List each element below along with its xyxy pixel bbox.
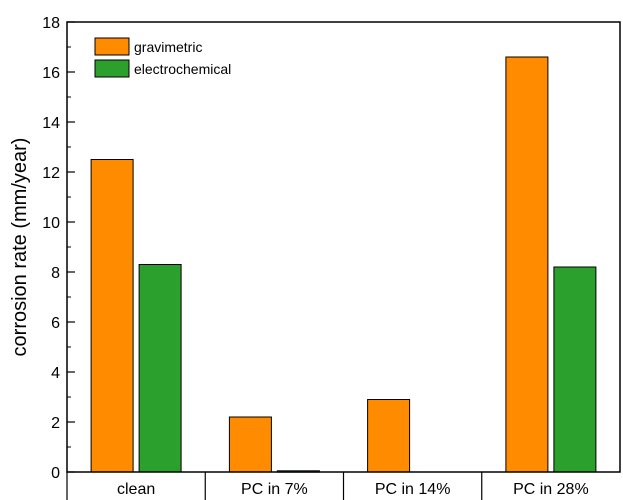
- y-axis: 0 2 4 6 8 10 12 14 16 18: [42, 15, 75, 482]
- y-tick-label: 8: [51, 265, 60, 282]
- bar-electrochemical-3: [553, 266, 597, 473]
- y-tick-label: 14: [42, 115, 60, 132]
- legend-swatch-electrochemical: [94, 59, 130, 78]
- y-tick-label: 6: [51, 315, 60, 332]
- y-tick-label: 12: [42, 165, 60, 182]
- bar-gravimetric-3: [505, 56, 549, 473]
- bar-gravimetric-1: [228, 416, 272, 473]
- x-category-label: PC in 7%: [241, 481, 308, 498]
- legend-label-electrochemical: electrochemical: [134, 61, 231, 77]
- bar-gravimetric-0: [90, 159, 134, 473]
- y-tick-label: 4: [51, 365, 60, 382]
- legend-swatch-gravimetric: [94, 37, 130, 56]
- y-tick-label: 16: [42, 65, 60, 82]
- legend-label-gravimetric: gravimetric: [134, 39, 202, 55]
- y-tick-label: 10: [42, 215, 60, 232]
- legend: gravimetric electrochemical: [94, 37, 231, 78]
- bars-layer: [90, 56, 597, 473]
- x-category-label: PC in 14%: [375, 481, 451, 498]
- x-category-label: clean: [117, 481, 155, 498]
- bar-gravimetric-2: [367, 399, 411, 473]
- y-axis-title: corrosion rate (mm/year): [9, 138, 31, 357]
- x-axis: clean PC in 7% PC in 14% PC in 28%: [66, 472, 589, 500]
- bar-electrochemical-0: [138, 264, 182, 473]
- x-category-label: PC in 28%: [513, 481, 589, 498]
- y-tick-label: 0: [51, 465, 60, 482]
- y-tick-label: 2: [51, 415, 60, 432]
- y-tick-label: 18: [42, 15, 60, 32]
